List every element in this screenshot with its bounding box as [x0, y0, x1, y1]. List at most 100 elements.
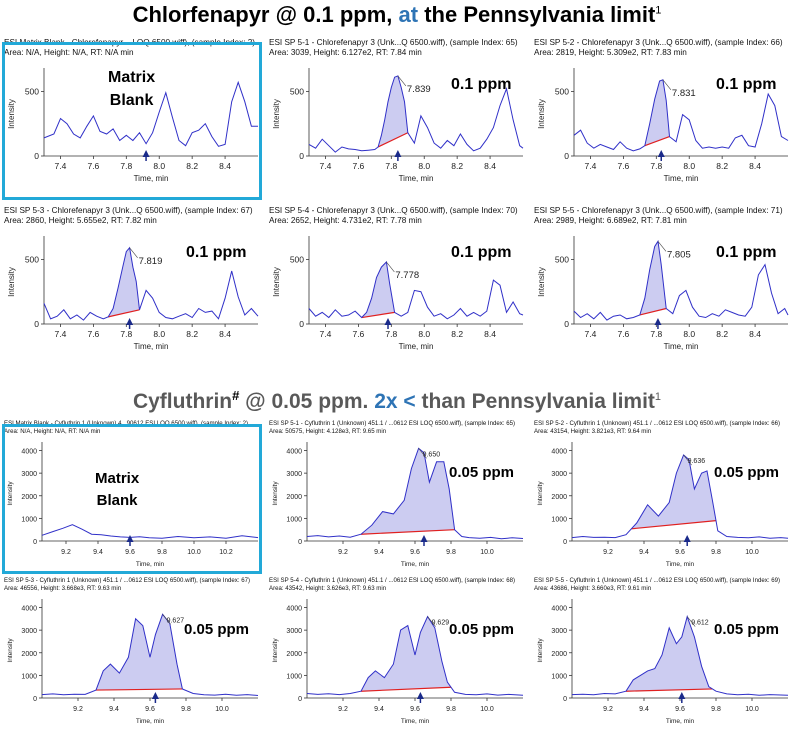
peak-label-leader: [686, 616, 696, 627]
y-tick-label: 0: [564, 319, 569, 329]
chromatogram-svg: 0 1000 2000 3000 4000 9.2 9.4 9.6 9.8 10.0 Time, m…: [7, 599, 259, 725]
panel-concentration-label: 0.05 ppm: [714, 464, 779, 481]
peak-baseline: [108, 309, 140, 318]
top-title-footnote: 1: [655, 4, 662, 17]
y-tick-label: 4000: [551, 606, 567, 613]
panel-concentration-label: Matrix Blank: [95, 468, 139, 512]
panel-header: ESI SP 5-1 - Cyfluthrin 1 (Unknown) 451.…: [269, 420, 515, 435]
y-axis-label: Intensity: [537, 638, 544, 663]
x-tick-label: 8.0: [153, 329, 165, 339]
rt-marker-arrow: [142, 150, 150, 157]
y-tick-label: 3000: [551, 628, 567, 635]
peak-area: [378, 75, 408, 147]
y-tick-label: 3000: [21, 471, 37, 478]
peak-label-leader: [386, 261, 395, 273]
panel-header: ESI SP 5-4 - Chlorefenapyr 3 (Unk...Q 65…: [269, 206, 518, 227]
chromatogram-trace: [571, 454, 789, 539]
panel-header: ESI SP 5-5 - Chlorefenapyr 3 (Unk...Q 65…: [534, 206, 783, 227]
rt-marker-arrow: [420, 535, 428, 542]
y-axis-label: Intensity: [272, 481, 279, 506]
peak-rt-label: 7.805: [667, 249, 691, 260]
peak-rt-label: 9.612: [691, 620, 709, 627]
peak-label-leader: [418, 448, 427, 459]
panel-concentration-label: 0.05 ppm: [184, 621, 249, 638]
chromatogram-trace: [43, 246, 259, 321]
bottom-title-mid: @ 0.05 ppm.: [239, 390, 375, 413]
panel-peak-stats: Area: 50575, Height: 4.128e3, RT: 9.65 m…: [269, 427, 387, 435]
panel-sample-name: ESI SP 5-2 - Cyfluthrin 1 (Unknown) 451.…: [534, 420, 781, 427]
y-tick-label: 0: [33, 539, 37, 546]
chromatogram-trace: [43, 80, 258, 147]
rt-marker-arrow: [394, 150, 402, 157]
panel-peak-stats: Area: 46556, Height: 3.668e3, RT: 9.63 m…: [4, 584, 122, 592]
peak-label-leader: [683, 454, 692, 466]
y-axis-label: Intensity: [537, 481, 544, 506]
chromatogram-trace: [41, 613, 259, 696]
panel-sample-name: ESI SP 5-4 - Cyfluthrin 1 (Unknown) 451.…: [269, 577, 516, 584]
x-tick-label: 9.2: [338, 549, 348, 556]
x-tick-label: 7.8: [385, 161, 397, 171]
peak-area: [631, 455, 716, 529]
x-tick-label: 9.4: [639, 549, 649, 556]
x-tick-label: 8.4: [749, 161, 761, 171]
x-tick-label: 7.4: [55, 161, 67, 171]
top-title: Chlorfenapyr @ 0.1 ppm, at the Pennsylva…: [0, 2, 794, 28]
peak-rt-label: 9.629: [432, 620, 450, 627]
y-tick-label: 2000: [551, 494, 567, 501]
chromatogram-trace: [571, 614, 789, 696]
panel-label-line: 0.1 ppm: [451, 244, 512, 261]
chromatogram-svg: 0 1000 2000 3000 4000 9.2 9.4 9.6 9.8 10.0 10.2 Tim…: [7, 442, 259, 568]
panel-sample-name: ESI SP 5-1 - Chlorefenapyr 3 (Unk...Q 65…: [269, 38, 518, 47]
peak-area: [644, 79, 670, 146]
chromatogram-svg: 0 1000 2000 3000 4000 9.2 9.4 9.6 9.8 10.0 Time, m…: [272, 442, 524, 568]
chromatogram-panel: ESI SP 5-4 - Chlorefenapyr 3 (Unk...Q 65…: [265, 206, 527, 370]
panel-label-line: 0.1 ppm: [186, 244, 247, 261]
y-tick-label: 4000: [551, 449, 567, 456]
panel-sample-name: ESI SP 5-5 - Cyfluthrin 1 (Unknown) 451.…: [534, 577, 781, 584]
x-tick-label: 8.0: [683, 329, 695, 339]
panel-label-line: 0.05 ppm: [714, 621, 780, 638]
x-tick-label: 9.4: [374, 706, 384, 713]
x-tick-label: 10.0: [215, 706, 229, 713]
panel-concentration-label: 0.1 ppm: [451, 244, 511, 262]
panel-concentration-label: 0.05 ppm: [449, 464, 514, 481]
x-tick-label: 7.8: [120, 329, 132, 339]
chromatogram-panel: ESI Matrix Blank - Cyfluthrin 1 (Unknown…: [0, 420, 262, 576]
x-tick-label: 9.8: [446, 549, 456, 556]
chromatogram-trace: [306, 615, 524, 696]
y-tick-label: 1000: [286, 673, 302, 680]
panel-peak-stats: Area: 2989, Height: 6.689e2, RT: 7.81 mi…: [534, 216, 687, 226]
rt-marker-arrow: [654, 318, 662, 325]
y-axis-label: Intensity: [7, 267, 16, 297]
x-tick-label: 9.6: [410, 549, 420, 556]
panel-header: ESI SP 5-3 - Cyfluthrin 1 (Unknown) 451.…: [4, 577, 250, 592]
x-tick-label: 9.8: [711, 549, 721, 556]
peak-label-leader: [657, 241, 667, 252]
x-tick-label: 9.6: [675, 549, 685, 556]
rt-marker-arrow: [416, 692, 424, 699]
x-tick-label: 8.2: [186, 161, 198, 171]
x-tick-label: 8.0: [683, 161, 695, 171]
x-tick-label: 9.8: [181, 706, 191, 713]
x-tick-label: 9.6: [410, 706, 420, 713]
y-axis-label: Intensity: [537, 99, 546, 129]
panel-sample-name: ESI SP 5-3 - Chlorefenapyr 3 (Unk...Q 65…: [4, 206, 253, 215]
peak-label-leader: [427, 616, 436, 627]
y-tick-label: 4000: [21, 606, 37, 613]
chromatogram-panel: ESI SP 5-1 - Cyfluthrin 1 (Unknown) 451.…: [265, 420, 527, 576]
chromatogram-svg: 0 500 7.4 7.6 7.8 8.0 8.2 8.4 Time, min Intensity…: [7, 236, 259, 351]
x-tick-label: 9.2: [338, 706, 348, 713]
panel-concentration-label: 0.1 ppm: [451, 76, 511, 94]
x-tick-label: 7.8: [650, 329, 662, 339]
panel-label-line: 0.1 ppm: [451, 76, 512, 93]
x-tick-label: 10.0: [480, 549, 494, 556]
chromatogram-trace: [308, 260, 524, 320]
x-tick-label: 8.0: [153, 161, 165, 171]
panel-peak-stats: Area: 43542, Height: 3.626e3, RT: 9.63 m…: [269, 584, 387, 592]
peak-baseline: [639, 307, 667, 316]
x-tick-label: 7.4: [320, 161, 332, 171]
x-tick-label: 9.8: [157, 549, 167, 556]
top-title-rest: the Pennsylvania limit: [418, 2, 656, 27]
chromatogram-svg: 0 500 7.4 7.6 7.8 8.0 8.2 8.4 Time, min Intensity…: [272, 68, 524, 183]
x-tick-label: 8.2: [716, 329, 728, 339]
